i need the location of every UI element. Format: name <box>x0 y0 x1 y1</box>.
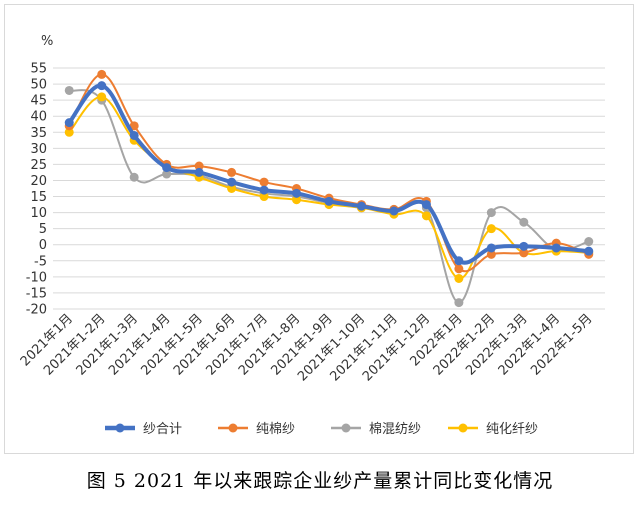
data-point <box>129 172 139 182</box>
data-point <box>324 196 334 206</box>
chart-frame: % 55 50 45 40 35 30 25 20 15 10 5 0 -5 -10 -15 -20 2021… <box>4 4 634 454</box>
gridlines <box>53 67 605 310</box>
data-point <box>356 201 366 211</box>
data-point <box>519 241 529 251</box>
data-point <box>97 92 107 102</box>
data-point <box>194 167 204 177</box>
data-point <box>454 256 464 266</box>
data-point <box>162 169 172 179</box>
data-point <box>259 185 269 195</box>
legend-marker <box>115 423 125 433</box>
data-point <box>162 163 172 173</box>
data-point <box>584 237 594 247</box>
y-tick-label: 25 <box>30 158 47 173</box>
data-point <box>486 249 496 259</box>
data-point <box>454 264 464 274</box>
data-point <box>389 206 399 216</box>
x-tick-labels: 2021年1月2021年1-2月2021年1-3月2021年1-4月2021年1… <box>18 311 596 384</box>
data-point <box>584 246 594 256</box>
y-tick-label: 40 <box>30 110 47 125</box>
data-point <box>129 130 139 140</box>
data-point <box>64 85 74 95</box>
y-tick-label: 50 <box>30 78 47 93</box>
data-point <box>486 224 496 234</box>
data-point <box>64 118 74 128</box>
data-point <box>421 211 431 221</box>
data-point <box>454 298 464 308</box>
data-point <box>129 121 139 131</box>
y-tick-label: 5 <box>39 222 47 237</box>
y-tick-label: 15 <box>30 190 47 205</box>
series-line <box>68 95 589 280</box>
legend-label: 纱合计 <box>143 422 182 437</box>
data-point <box>227 184 237 193</box>
y-tick-label: -20 <box>26 303 47 318</box>
data-point <box>64 127 74 137</box>
data-point <box>454 273 464 283</box>
series-lines <box>64 69 594 308</box>
legend-marker <box>228 423 238 433</box>
figure-caption: 图 5 2021 年以来跟踪企业纱产量累计同比变化情况 <box>86 470 554 492</box>
data-point <box>292 195 302 205</box>
data-point <box>292 188 302 198</box>
data-point <box>551 243 561 253</box>
data-point <box>227 177 237 187</box>
y-tick-label: 0 <box>39 238 47 253</box>
legend-label: 纯化纤纱 <box>486 422 538 437</box>
data-point <box>97 69 107 79</box>
data-point <box>421 200 431 210</box>
y-axis-unit: % <box>41 34 53 49</box>
data-point <box>97 81 107 91</box>
series-line <box>67 83 589 265</box>
legend-label: 纯棉纱 <box>256 422 295 437</box>
legend-label: 棉混纺纱 <box>369 422 421 437</box>
y-tick-label: -10 <box>26 270 47 285</box>
y-tick-label: 10 <box>30 206 47 221</box>
data-point <box>486 243 496 253</box>
y-tick-label: 30 <box>30 142 47 157</box>
y-tick-label: -5 <box>34 254 47 269</box>
y-tick-label: 55 <box>30 62 47 77</box>
data-point <box>519 217 529 227</box>
data-point <box>227 167 237 177</box>
y-tick-label: -15 <box>26 286 47 301</box>
y-tick-label: 20 <box>30 174 47 189</box>
data-point <box>519 248 529 258</box>
y-tick-label: 35 <box>30 126 47 141</box>
legend-marker <box>458 423 468 433</box>
legend: 纱合计 纯棉纱 棉混纺纱 纯化纤纱 <box>105 422 538 437</box>
y-tick-label: 45 <box>30 94 47 109</box>
data-point <box>486 208 496 218</box>
data-point <box>259 192 269 202</box>
legend-marker <box>341 423 351 433</box>
data-point <box>194 161 204 171</box>
data-point <box>259 177 269 187</box>
